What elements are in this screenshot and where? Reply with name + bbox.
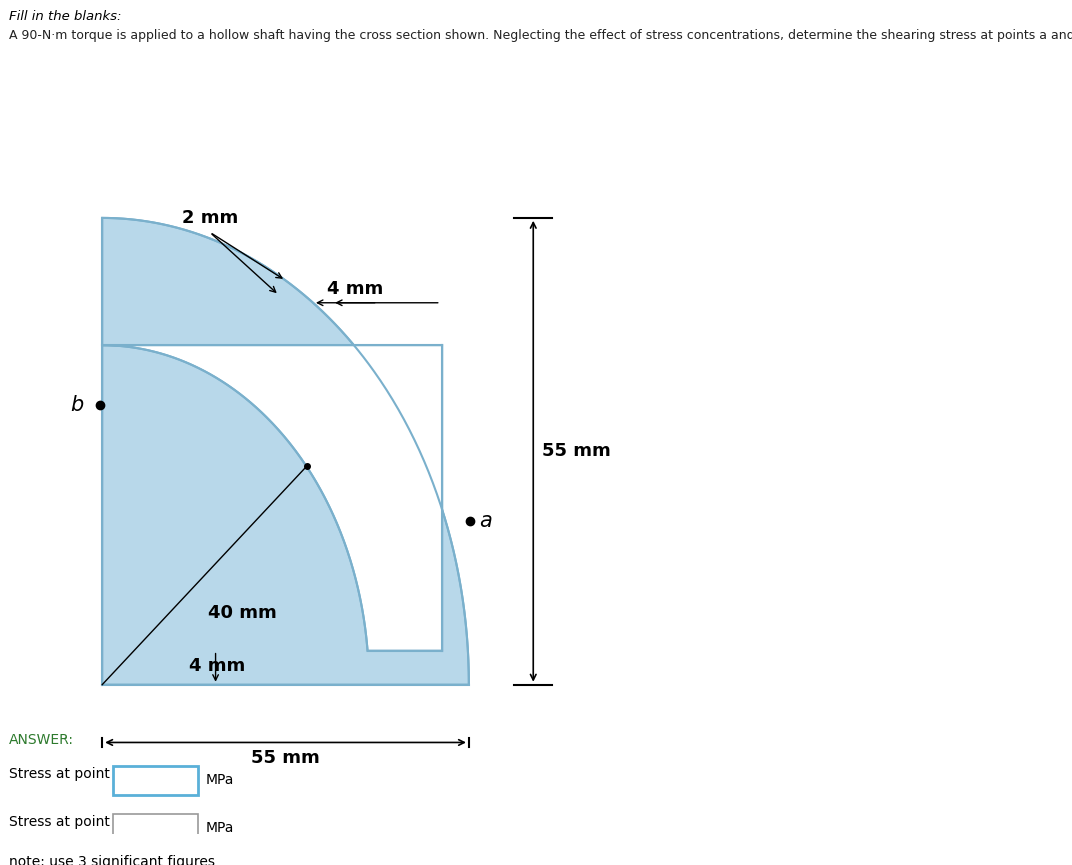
Text: Stress at point A,: Stress at point A, <box>9 766 129 780</box>
Text: a: a <box>479 511 492 531</box>
Text: b: b <box>70 394 84 414</box>
Text: 40 mm: 40 mm <box>208 605 277 623</box>
Text: 4 mm: 4 mm <box>327 280 383 298</box>
Text: note: use 3 significant figures: note: use 3 significant figures <box>9 855 215 865</box>
Text: 2 mm: 2 mm <box>181 209 238 227</box>
Polygon shape <box>102 218 468 684</box>
Text: MPa: MPa <box>206 821 235 836</box>
Text: 55 mm: 55 mm <box>542 442 611 460</box>
FancyBboxPatch shape <box>113 766 197 795</box>
Text: 55 mm: 55 mm <box>251 749 319 767</box>
Text: 4 mm: 4 mm <box>189 657 245 675</box>
Text: ANSWER:: ANSWER: <box>9 733 74 746</box>
FancyBboxPatch shape <box>113 814 197 843</box>
Polygon shape <box>102 345 443 650</box>
Text: Stress at point B,: Stress at point B, <box>9 815 129 829</box>
Text: MPa: MPa <box>206 773 235 787</box>
Text: A 90-N·m torque is applied to a hollow shaft having the cross section shown. Neg: A 90-N·m torque is applied to a hollow s… <box>9 29 1072 42</box>
Text: Fill in the blanks:: Fill in the blanks: <box>9 10 121 22</box>
